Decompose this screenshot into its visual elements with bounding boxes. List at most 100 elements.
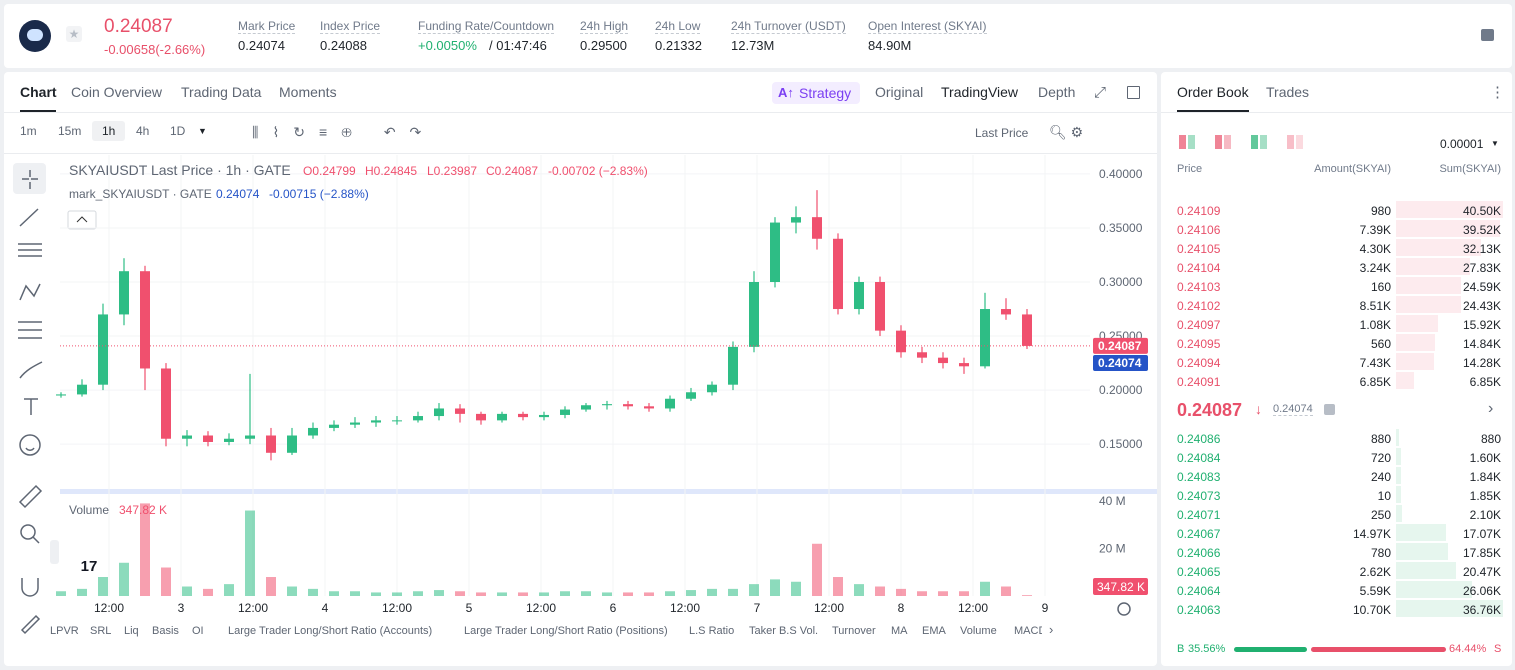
book-mode[interactable] <box>1251 135 1267 149</box>
indicator[interactable]: LPVR <box>50 625 79 637</box>
book-price[interactable]: 0.24102 <box>1177 299 1221 313</box>
book-price[interactable]: 0.24073 <box>1177 489 1221 503</box>
drawing-tools <box>13 163 46 635</box>
book-price[interactable]: 0.24067 <box>1177 527 1221 541</box>
indicator[interactable]: Volume <box>960 625 997 637</box>
x-tick-label: 12:00 <box>526 601 556 615</box>
indicator[interactable]: Turnover <box>832 625 876 637</box>
book-price[interactable]: 0.24063 <box>1177 603 1221 617</box>
book-price[interactable]: 0.24091 <box>1177 375 1221 389</box>
book-price[interactable]: 0.24086 <box>1177 432 1221 446</box>
stat-value: +0.0050% <box>418 38 477 53</box>
sell-bar <box>1311 647 1446 652</box>
candle-body <box>623 404 633 407</box>
volume-bar <box>350 591 360 596</box>
book-sum: 32.13K <box>1462 242 1501 256</box>
interval[interactable]: 1D <box>170 124 186 138</box>
book-price[interactable]: 0.24106 <box>1177 223 1221 237</box>
collapse-button[interactable] <box>67 210 97 230</box>
x-tick-label: 12:00 <box>958 601 988 615</box>
book-price[interactable]: 0.24064 <box>1177 584 1221 598</box>
tab[interactable]: Trading Data <box>181 84 262 100</box>
book-price[interactable]: 0.24105 <box>1177 242 1221 256</box>
x-tick-label: 6 <box>610 601 617 615</box>
candle-body <box>224 438 234 442</box>
candle-body <box>665 398 675 409</box>
interval[interactable]: 1m <box>20 124 37 138</box>
indicator[interactable]: MA <box>891 625 908 637</box>
view-tab[interactable]: TradingView <box>941 84 1019 100</box>
interval[interactable]: 4h <box>136 124 150 138</box>
indicator[interactable]: L.S Ratio <box>689 625 735 637</box>
book-price[interactable]: 0.24084 <box>1177 451 1221 465</box>
chart-title: SKYAIUSDT Last Price · 1h · GATE <box>69 162 291 178</box>
book-mode[interactable] <box>1287 135 1303 149</box>
x-tick-label: 7 <box>754 601 761 615</box>
y-tick-label: 0.35000 <box>1099 221 1143 235</box>
fullscreen-icon[interactable]: ⤢ <box>1094 84 1107 101</box>
book-tab[interactable]: Order Book <box>1177 84 1249 100</box>
indicator[interactable]: Large Trader Long/Short Ratio (Accounts) <box>228 625 433 637</box>
stat-label: 24h Low <box>655 19 701 34</box>
volume-bar <box>77 588 87 596</box>
indicator[interactable]: Large Trader Long/Short Ratio (Positions… <box>464 625 668 637</box>
precision-caret: ▼ <box>1491 139 1499 148</box>
candle-body <box>812 217 822 239</box>
book-price[interactable]: 0.24103 <box>1177 280 1221 294</box>
toolbar-icons[interactable]: ⫼⌇↻≡⊕ ↶↷ <box>252 124 436 140</box>
strategy-button[interactable]: A↑ Strategy <box>772 82 860 104</box>
toolbar-icons[interactable]: 🔍︎ ⚙︎ <box>1049 124 1084 140</box>
window-icon[interactable] <box>1127 86 1140 99</box>
candle-body <box>560 409 570 415</box>
tab[interactable]: Coin Overview <box>71 84 163 100</box>
view-tab[interactable]: Depth <box>1038 84 1076 100</box>
indicator[interactable]: MACD <box>1014 625 1042 637</box>
ohlc-label: H0.24845 <box>365 164 417 178</box>
book-amount: 880 <box>1370 432 1391 446</box>
book-price[interactable]: 0.24083 <box>1177 470 1221 484</box>
volume-bar <box>812 543 822 596</box>
pane-separator <box>60 489 1157 494</box>
book-sum: 14.84K <box>1462 337 1501 351</box>
indicator[interactable]: Liq <box>124 625 139 637</box>
indicator[interactable]: OI <box>192 625 204 637</box>
ticker-bar <box>4 4 1512 68</box>
x-tick-label: 3 <box>178 601 185 615</box>
column-header: Price <box>1177 163 1203 175</box>
settings-icon[interactable] <box>1117 602 1131 616</box>
view-tab[interactable]: Original <box>875 84 924 100</box>
ohlc-label: O0.24799 <box>303 164 356 178</box>
tv-logo <box>75 550 103 580</box>
book-price[interactable]: 0.24104 <box>1177 261 1221 275</box>
book-tab[interactable]: Trades <box>1266 84 1310 100</box>
favorite-star[interactable]: ★ <box>66 26 82 42</box>
indicator[interactable]: Basis <box>152 625 179 637</box>
book-amount: 160 <box>1370 280 1391 294</box>
book-price[interactable]: 0.24071 <box>1177 508 1221 522</box>
scroll-arrow[interactable]: › <box>1049 622 1054 637</box>
mid-chevron[interactable]: › <box>1488 400 1494 417</box>
indicator[interactable]: EMA <box>922 625 946 637</box>
layout-icon[interactable] <box>1481 29 1494 41</box>
book-amount: 5.59K <box>1359 584 1391 598</box>
book-price[interactable]: 0.24094 <box>1177 356 1221 370</box>
candle-body <box>371 420 381 423</box>
indicator[interactable]: Taker B.S Vol. <box>749 625 819 637</box>
indicator[interactable]: SRL <box>90 625 112 637</box>
side-handle[interactable] <box>50 540 59 564</box>
book-amount: 1.08K <box>1359 318 1391 332</box>
book-mode[interactable] <box>1215 135 1231 149</box>
precision[interactable]: 0.00001 <box>1440 137 1484 151</box>
interval[interactable]: 15m <box>58 124 82 138</box>
price-source[interactable]: Last Price <box>975 126 1029 140</box>
book-mode[interactable] <box>1179 135 1195 149</box>
book-price[interactable]: 0.24109 <box>1177 204 1221 218</box>
tab[interactable]: Moments <box>279 84 337 100</box>
tab[interactable]: Chart <box>20 84 57 100</box>
book-price[interactable]: 0.24097 <box>1177 318 1221 332</box>
interval[interactable]: 1h <box>92 121 126 141</box>
book-price[interactable]: 0.24066 <box>1177 546 1221 560</box>
book-menu[interactable]: ⋮ <box>1490 84 1505 101</box>
book-price[interactable]: 0.24095 <box>1177 337 1221 351</box>
book-price[interactable]: 0.24065 <box>1177 565 1221 579</box>
